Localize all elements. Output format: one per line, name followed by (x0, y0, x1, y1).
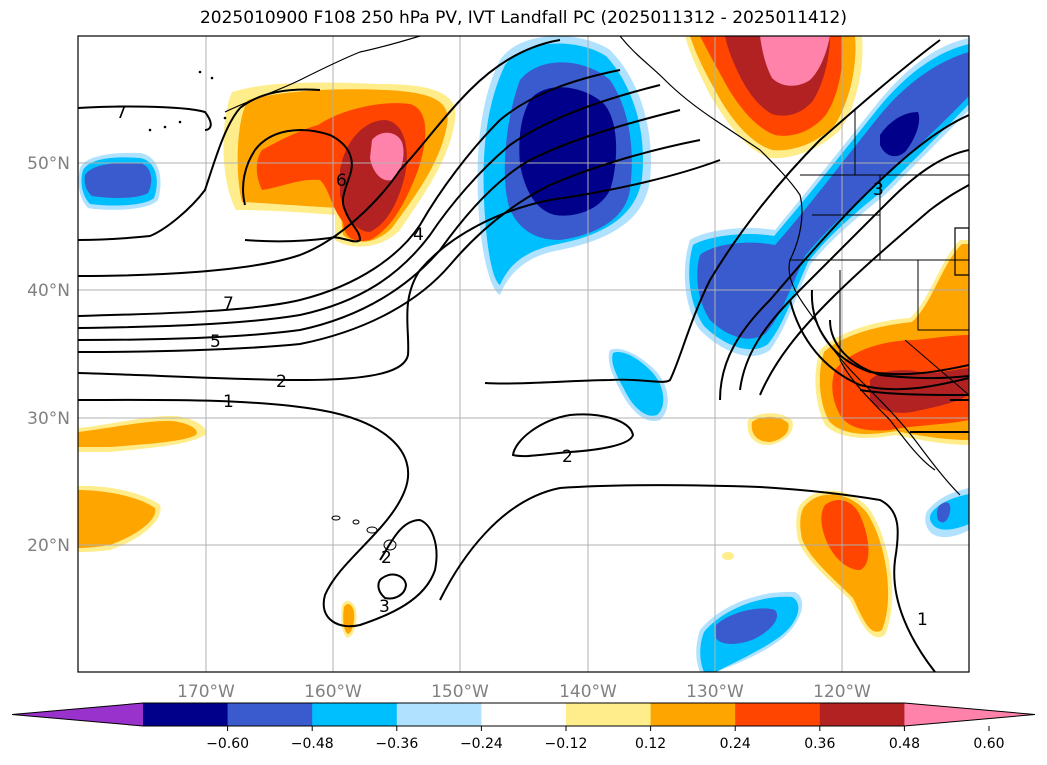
contour-label: 3 (873, 180, 884, 200)
contour-lines (78, 39, 969, 672)
colorbar: −0.60 −0.48 −0.36 −0.24 −0.12 0.12 0.24 0.36 0.4… (11, 702, 1036, 752)
contour-label: 1 (917, 610, 928, 630)
anomaly-positive-subtropical-east (796, 490, 893, 638)
anomaly-negative-southeast-corner (925, 488, 969, 538)
contour-label: 7 (116, 103, 127, 123)
lon-tick-label: 130°W (686, 682, 744, 702)
contour-label: 3 (379, 597, 390, 617)
map-title: 2025010900 F108 250 hPa PV, IVT Landfall… (199, 8, 847, 28)
colorbar-tick-label: 0.48 (889, 736, 920, 752)
colorbar-segment (481, 703, 567, 726)
anomaly-negative-small-east-pacific (608, 348, 668, 421)
colorbar-extend-min (12, 703, 143, 726)
colorbar-tick-label: −0.60 (206, 736, 249, 752)
contour-label: 2 (276, 372, 287, 392)
anomaly-positive-gulf-of-alaska (223, 82, 456, 247)
colorbar-segment (650, 703, 736, 726)
lon-tick-label: 140°W (559, 682, 617, 702)
lat-tick-labels: 50°N 40°N 30°N 20°N (27, 154, 70, 556)
lat-tick-label: 40°N (27, 281, 70, 301)
hawaii-islands (331, 515, 397, 551)
colorbar-segment (396, 703, 482, 726)
colorbar-segment (227, 703, 313, 726)
colorbar-segment (819, 703, 905, 726)
colorbar-segment (735, 703, 821, 726)
colorbar-outline (11, 702, 1036, 727)
contour-label: 2 (381, 548, 392, 568)
lat-tick-label: 20°N (27, 536, 70, 556)
contour-label: 1 (223, 392, 234, 412)
colorbar-segment (566, 703, 652, 726)
contour-label: 7 (223, 294, 234, 314)
colorbar-tick-label: −0.12 (545, 736, 588, 752)
contour-label: 5 (210, 332, 221, 352)
colorbar-tick-label: −0.48 (291, 736, 334, 752)
anomaly-negative-west-coast-band (684, 38, 969, 357)
map-frame (77, 35, 970, 673)
colorbar-tick-label: −0.24 (460, 736, 503, 752)
anomaly-positive-dot (722, 552, 734, 560)
colorbar-tick-label: 0.24 (720, 736, 751, 752)
lon-tick-label: 160°W (304, 682, 362, 702)
lon-tick-label: 150°W (431, 682, 489, 702)
lon-tick-label: 170°W (177, 682, 235, 702)
anomaly-positive-southwest-us (815, 240, 969, 445)
lat-tick-label: 50°N (27, 154, 70, 174)
colorbar-segment (312, 703, 398, 726)
contour-label: 2 (562, 447, 573, 467)
anomaly-negative-tropical-east (696, 591, 803, 672)
colorbar-tick-label: 0.36 (804, 736, 835, 752)
anomaly-positive-small-off-baja (747, 413, 793, 446)
aleutian-islands (148, 70, 227, 132)
colorbar-extend-max (904, 703, 1035, 726)
anomaly-positive-british-columbia (685, 36, 863, 159)
contour-label: 6 (336, 171, 347, 191)
colorbar-tick-label: 0.12 (635, 736, 666, 752)
colorbar-segment (143, 703, 229, 726)
anomaly-negative-west-pacific (78, 152, 161, 210)
contour-label: 4 (413, 225, 424, 245)
contour-label-group: 7 6 4 7 5 2 1 2 2 3 3 1 (116, 103, 928, 630)
lon-tick-labels: 170°W 160°W 150°W 140°W 130°W 120°W (177, 682, 871, 702)
anomaly-positive-west-subtropics (78, 415, 206, 552)
lat-tick-label: 30°N (27, 409, 70, 429)
map-canvas: 7 6 4 7 5 2 1 2 2 3 3 1 (78, 36, 969, 672)
colorbar-tick-label: 0.60 (973, 736, 1004, 752)
lon-tick-label: 120°W (813, 682, 871, 702)
colorbar-tick-label: −0.36 (375, 736, 418, 752)
